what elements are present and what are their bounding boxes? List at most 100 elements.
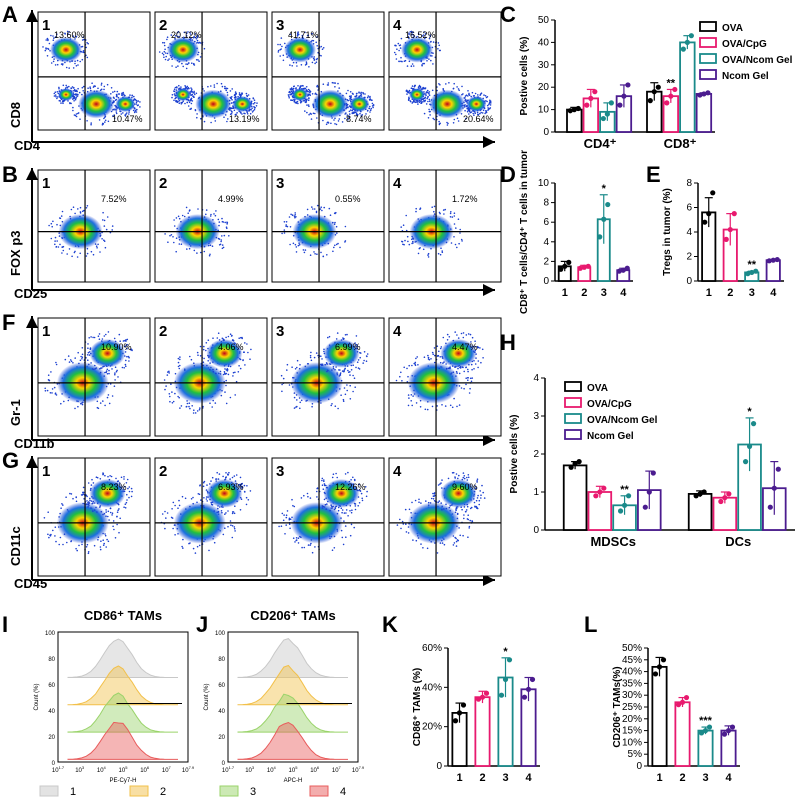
event-dot [454, 243, 457, 246]
event-dot [306, 34, 309, 37]
data-point [705, 90, 711, 96]
event-dot [292, 87, 295, 90]
event-dot [297, 31, 299, 33]
event-dot [61, 503, 63, 505]
y-tick-label: 45% [622, 655, 642, 666]
event-dot [175, 250, 177, 253]
event-dot [104, 404, 106, 407]
event-dot [133, 111, 136, 114]
data-point [621, 502, 628, 508]
data-point [664, 100, 670, 106]
event-dot [481, 348, 484, 351]
event-dot [139, 106, 141, 108]
event-dot [112, 101, 114, 104]
event-dot [57, 96, 59, 98]
event-dot [53, 386, 56, 389]
event-dot [456, 117, 459, 120]
event-dot [479, 490, 482, 492]
flow-plot-A-4: 416.52%20.64% [388, 11, 502, 131]
event-dot [179, 358, 181, 361]
event-dot [366, 353, 369, 355]
event-dot [337, 407, 339, 410]
event-dot [281, 383, 283, 386]
event-dot [199, 251, 202, 254]
event-dot [477, 494, 479, 497]
event-dot [225, 87, 227, 89]
event-dot [348, 116, 351, 119]
x-tick-exponent: 7 [169, 765, 172, 770]
event-dot [302, 85, 304, 87]
event-dot [433, 493, 436, 495]
event-dot [79, 60, 81, 63]
event-dot [115, 477, 117, 480]
event-dot [54, 36, 57, 38]
event-dot [406, 93, 408, 95]
event-dot [218, 473, 221, 475]
event-dot [289, 226, 292, 228]
event-dot [287, 94, 290, 96]
event-dot [235, 92, 237, 95]
event-dot [426, 97, 429, 100]
event-dot [418, 498, 420, 501]
bar [695, 93, 713, 133]
event-dot [464, 97, 466, 99]
event-dot [199, 407, 201, 409]
event-dot [364, 93, 366, 95]
y-tick-label: 0 [686, 276, 692, 287]
data-point [680, 46, 686, 52]
data-point [562, 263, 568, 269]
event-dot [476, 497, 479, 499]
event-dot [481, 484, 483, 487]
event-dot [405, 523, 407, 525]
event-dot [428, 94, 431, 96]
event-dot [315, 210, 318, 213]
event-dot [249, 358, 251, 361]
data-point [604, 111, 610, 117]
event-dot [118, 531, 120, 534]
y-axis-label: CD11c [8, 526, 23, 566]
density-cluster [175, 88, 191, 101]
event-dot [128, 486, 131, 488]
category-label: 4 [525, 772, 532, 784]
event-dot [52, 529, 54, 532]
event-dot [346, 384, 348, 386]
event-dot [94, 367, 97, 370]
event-dot [405, 531, 408, 533]
y-tick-label: 40% [622, 667, 642, 678]
event-dot [103, 240, 106, 242]
event-dot [350, 511, 353, 514]
event-dot [474, 92, 477, 95]
event-dot [166, 36, 169, 38]
event-dot [124, 114, 126, 116]
event-dot [430, 358, 432, 360]
event-dot [196, 39, 199, 42]
event-dot [415, 210, 417, 213]
event-dot [111, 512, 114, 514]
event-dot [370, 107, 373, 110]
event-dot [360, 115, 363, 117]
event-dot [456, 246, 458, 249]
event-dot [293, 85, 296, 87]
event-dot [297, 102, 299, 105]
event-dot [443, 543, 446, 546]
data-point [483, 690, 490, 696]
event-dot [101, 367, 103, 369]
event-dot [133, 95, 135, 98]
event-dot [72, 206, 75, 208]
event-dot [465, 509, 468, 511]
event-dot [127, 355, 130, 358]
event-dot [103, 117, 105, 120]
event-dot [193, 249, 196, 252]
event-dot [218, 238, 221, 240]
event-dot [345, 92, 348, 95]
event-dot [453, 215, 456, 217]
event-dot [87, 347, 89, 350]
event-dot [309, 90, 312, 93]
event-dot [304, 31, 306, 34]
event-dot [118, 508, 120, 510]
data-point [621, 93, 627, 99]
x-tick-exponent: 3 [82, 765, 85, 770]
event-dot [314, 112, 316, 115]
event-dot [429, 35, 432, 38]
event-dot [235, 113, 237, 116]
